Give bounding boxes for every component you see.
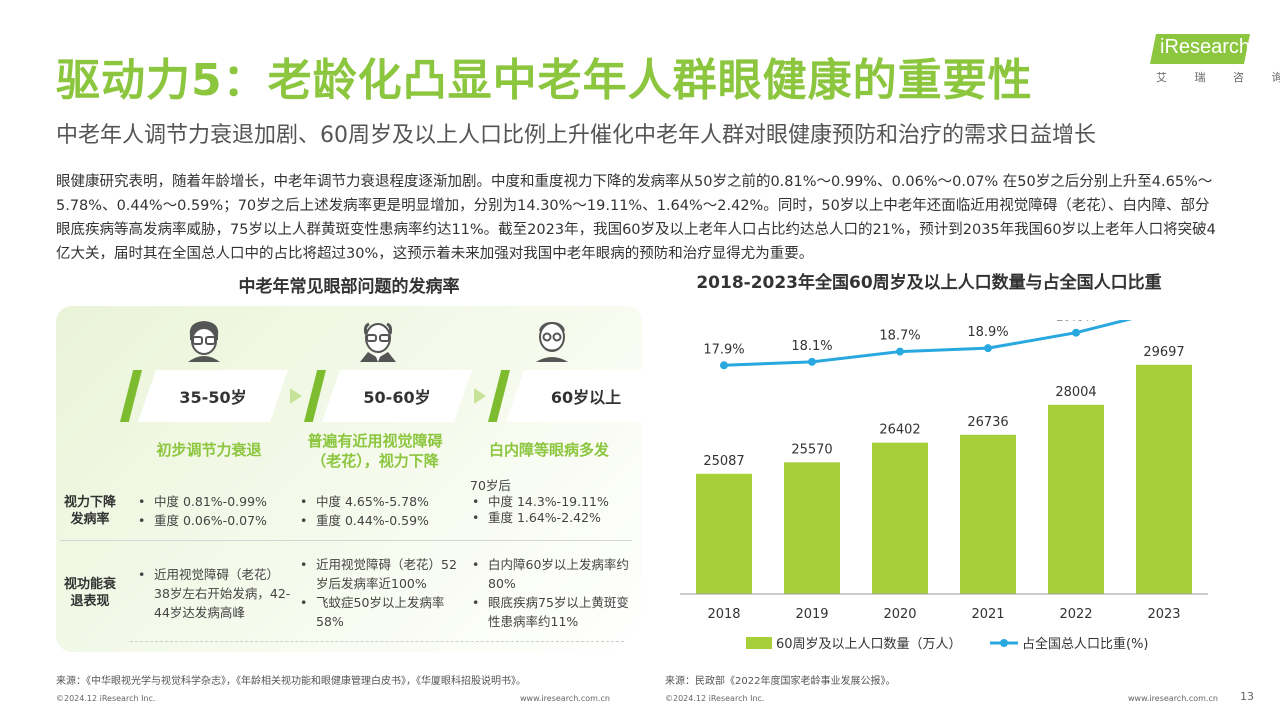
cell-50-60-vision: 中度 4.65%-5.78%重度 0.44%-0.59% — [298, 492, 448, 530]
line-point — [984, 344, 992, 353]
line-value-label: 18.1% — [791, 339, 832, 354]
page-number: 13 — [1240, 690, 1254, 703]
chart-title: 2018-2023年全国60周岁及以上人口数量与占全国人口比重 — [696, 273, 1162, 293]
bar — [696, 473, 752, 594]
list-item: 中度 14.3%-19.11% — [470, 494, 630, 510]
cell-60-plus-function: 白内障60岁以上发病率约80%眼底疾病75岁以上黄斑变性患病率约11% — [470, 555, 630, 631]
x-tick-label: 2023 — [1147, 607, 1180, 622]
stage-stripe — [488, 370, 510, 422]
bar-value-label: 28004 — [1055, 385, 1096, 400]
list-item: 眼底疾病75岁以上黄斑变性患病率约11% — [470, 593, 630, 631]
intro-paragraph: 眼健康研究表明，随着年龄增长，中老年调节力衰退程度逐渐加剧。中度和重度视力下降的… — [56, 174, 1216, 262]
series-line — [723, 320, 1133, 367]
chart-source: 来源：民政部《2022年度国家老龄事业发展公报》。 — [665, 676, 896, 687]
stage-stripe — [120, 370, 142, 422]
list-item: 重度 0.44%-0.59% — [298, 511, 448, 530]
x-tick-label: 2022 — [1059, 607, 1092, 622]
x-tick-label: 2019 — [795, 607, 828, 622]
legend-label: 60周岁及以上人口数量（万人） — [776, 637, 962, 652]
stage-label: 50-60岁 — [363, 388, 431, 407]
arrow-icon — [290, 388, 302, 404]
stage-label: 35-50岁 — [179, 388, 247, 407]
legend-swatch-point — [1000, 639, 1008, 647]
legend-label: 占全国总人口比重(%) — [1022, 636, 1149, 652]
left-section-title: 中老年常见眼部问题的发病率 — [238, 277, 460, 297]
list-item: 中度 0.81%-0.99% — [136, 492, 286, 511]
person-glasses-icon — [188, 321, 220, 362]
page-subtitle: 中老年人调节力衰退加剧、60周岁及以上人口比例上升催化中老年人群对眼健康预防和治… — [56, 123, 1096, 148]
stage-stripe — [304, 370, 326, 422]
footer-copyright: ©2024.12 iResearch Inc. — [56, 694, 156, 703]
legend-swatch-bar — [746, 637, 772, 649]
logo-brand: iResearch — [1160, 36, 1251, 58]
footer-url: www.iresearch.com.cn — [520, 694, 610, 703]
arrow-icon — [474, 388, 486, 404]
bar — [1136, 364, 1192, 594]
stage-sub-heading: 普遍有近用视觉障碍（老花），视力下降 — [307, 432, 443, 470]
x-tick-label: 2020 — [883, 607, 916, 622]
line-value-label: 18.9% — [967, 325, 1008, 340]
elder-person-icon — [536, 321, 568, 362]
population-chart: 25087 2018 17.9% 25570 2019 18.1% 26402 2020 18.… — [680, 320, 1208, 652]
person-bald-glasses-icon — [360, 322, 396, 362]
line-point — [808, 357, 816, 366]
row-label-vision-decline: 视力下降发病率 — [63, 495, 116, 527]
stage-60-plus: 60岁以上 — [506, 370, 666, 422]
footer-copyright: ©2024.12 iResearch Inc. — [665, 694, 765, 703]
age-stage-band: 35-50岁 50-60岁 60岁以上 — [120, 370, 666, 422]
line-point — [896, 347, 904, 356]
footer-url: www.iresearch.com.cn — [1128, 694, 1218, 703]
bar-value-label: 25570 — [791, 442, 832, 457]
line-value-label: 18.7% — [879, 329, 920, 344]
cell-35-50-vision: 中度 0.81%-0.99%重度 0.06%-0.07% — [136, 492, 286, 530]
cell-35-50-function: 近用视觉障碍（老花）38岁左右开始发病，42-44岁达发病高峰 — [136, 565, 294, 622]
bar-value-label: 26402 — [879, 423, 920, 438]
bar — [872, 442, 928, 594]
line-value-label: 17.9% — [703, 342, 744, 357]
bar — [784, 462, 840, 594]
bar-value-label: 25087 — [703, 454, 744, 469]
stage-label: 60岁以上 — [550, 388, 622, 407]
bar — [1048, 404, 1104, 594]
list-item: 中度 4.65%-5.78% — [298, 492, 448, 511]
left-source: 来源：《中华眼视光学与视觉科学杂志》，《年龄相关视功能和眼健康管理白皮书》，《华… — [56, 676, 526, 687]
line-point — [720, 361, 728, 370]
cell-50-60-function: 近用视觉障碍（老花）52岁后发病率近100%飞蚊症50岁以上发病率58% — [298, 555, 458, 631]
cell-60-plus-vision: 70岁后 中度 14.3%-19.11%重度 1.64%-2.42% — [470, 478, 630, 526]
list-item: 重度 0.06%-0.07% — [136, 511, 286, 530]
stage-50-60: 50-60岁 — [322, 370, 472, 422]
logo-sub: 艾 瑞 咨 询 — [1156, 71, 1280, 84]
stage-sub-heading: 初步调节力衰退 — [156, 441, 262, 459]
bar-value-label: 29697 — [1143, 345, 1184, 360]
line-point — [1072, 328, 1080, 337]
cell-prefix: 70岁后 — [470, 478, 511, 493]
x-tick-label: 2021 — [971, 607, 1004, 622]
bar-value-label: 26736 — [967, 415, 1008, 430]
page-title: 驱动力5：老龄化凸显中老年人群眼健康的重要性 — [56, 55, 1033, 106]
list-item: 近用视觉障碍（老花）52岁后发病率近100% — [298, 555, 458, 593]
line-value-label: 19.8% — [1055, 320, 1096, 325]
bar — [960, 434, 1016, 594]
row-divider — [60, 540, 632, 541]
row-divider — [130, 641, 624, 642]
stage-35-50: 35-50岁 — [138, 370, 288, 422]
list-item: 重度 1.64%-2.42% — [470, 510, 630, 526]
list-item: 飞蚊症50岁以上发病率58% — [298, 593, 458, 631]
x-tick-label: 2018 — [707, 607, 740, 622]
stage-sub-heading: 白内障等眼病多发 — [488, 441, 609, 459]
iresearch-logo: iResearch 艾 瑞 咨 询 — [1138, 34, 1280, 86]
list-item: 白内障60岁以上发病率约80% — [470, 555, 630, 593]
row-label-function-decline: 视功能衰退表现 — [63, 577, 116, 609]
list-item: 近用视觉障碍（老花）38岁左右开始发病，42-44岁达发病高峰 — [136, 565, 294, 622]
